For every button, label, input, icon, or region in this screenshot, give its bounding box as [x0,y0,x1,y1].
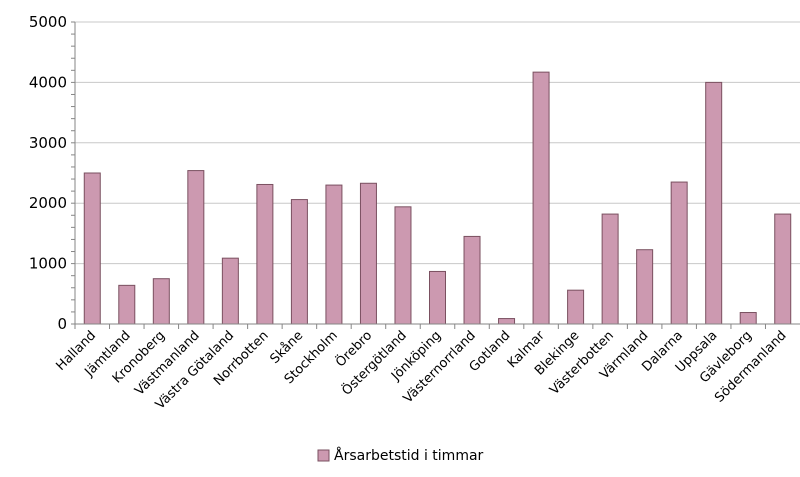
bar [394,206,412,325]
bar [498,318,516,325]
bar [739,312,757,325]
bar [83,172,101,325]
legend-swatch [317,449,330,462]
legend: Årsarbetstid i timmar [317,447,484,464]
bar [221,257,239,325]
bar [670,181,688,325]
bar [463,235,481,325]
bar [152,278,170,325]
bar [359,182,377,325]
y-tick-label: 5000 [29,13,67,31]
y-tick-label: 4000 [29,73,67,91]
bar [774,213,792,325]
bar [429,270,446,325]
legend-label: Årsarbetstid i timmar [334,447,484,464]
bar [187,170,205,325]
bar [325,184,343,325]
x-axis: HallandJämtlandKronobergVästmanlandVästr… [54,323,800,413]
bar [532,71,550,325]
bars [83,71,792,325]
y-axis: 0 1000 2000 3000 4000 5000 [29,13,76,333]
bar [567,289,585,325]
bar [256,183,274,325]
y-tick-label: 2000 [29,194,67,212]
bar [705,81,723,325]
y-tick-label: 0 [57,315,67,333]
bar [290,199,308,325]
bar [118,284,136,325]
bar [601,213,619,325]
gridlines [75,21,800,265]
y-tick-label: 1000 [29,255,67,273]
y-tick-label: 3000 [29,134,67,152]
bar [636,249,654,325]
